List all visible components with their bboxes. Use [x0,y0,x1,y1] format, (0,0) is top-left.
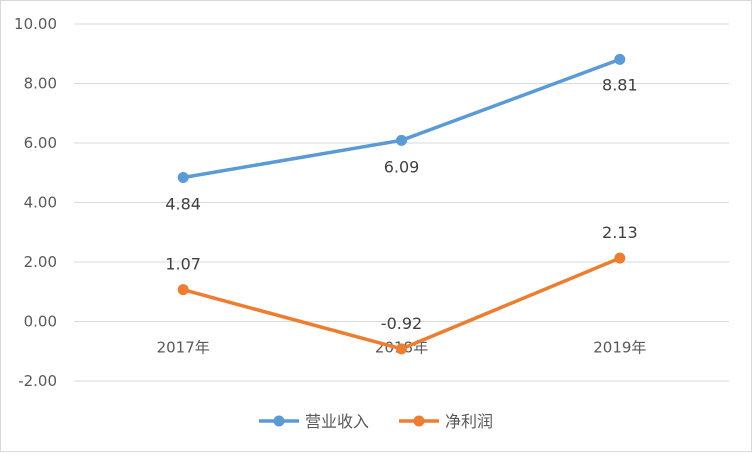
data-label: 1.07 [165,255,201,274]
data-point [614,252,626,264]
data-point [396,343,407,355]
series-line-1 [181,256,622,351]
x-tick-label: 2019年 [593,339,646,357]
y-tick-label: 4.00 [24,194,57,212]
y-tick-label: 6.00 [24,134,57,152]
y-tick-label: 8.00 [24,75,57,93]
data-label: 4.84 [165,195,201,214]
data-label: 8.81 [602,75,638,94]
data-label: 2.13 [602,223,638,242]
data-label: 6.09 [384,157,420,176]
y-tick-label: 10.00 [14,15,57,33]
y-tick-label: 0.00 [24,313,57,331]
legend-marker-0 [273,415,285,427]
data-label: -0.92 [381,314,422,333]
y-tick-label: 2.00 [24,253,57,271]
y-tick-label: -2.00 [18,372,57,390]
data-point [177,284,189,296]
legend-marker-1 [413,415,425,427]
legend-label: 营业收入 [305,412,369,431]
data-point [396,134,407,146]
legend-label: 净利润 [445,412,493,431]
data-point [177,172,189,184]
data-point [614,53,626,65]
x-tick-label: 2017年 [157,339,210,357]
